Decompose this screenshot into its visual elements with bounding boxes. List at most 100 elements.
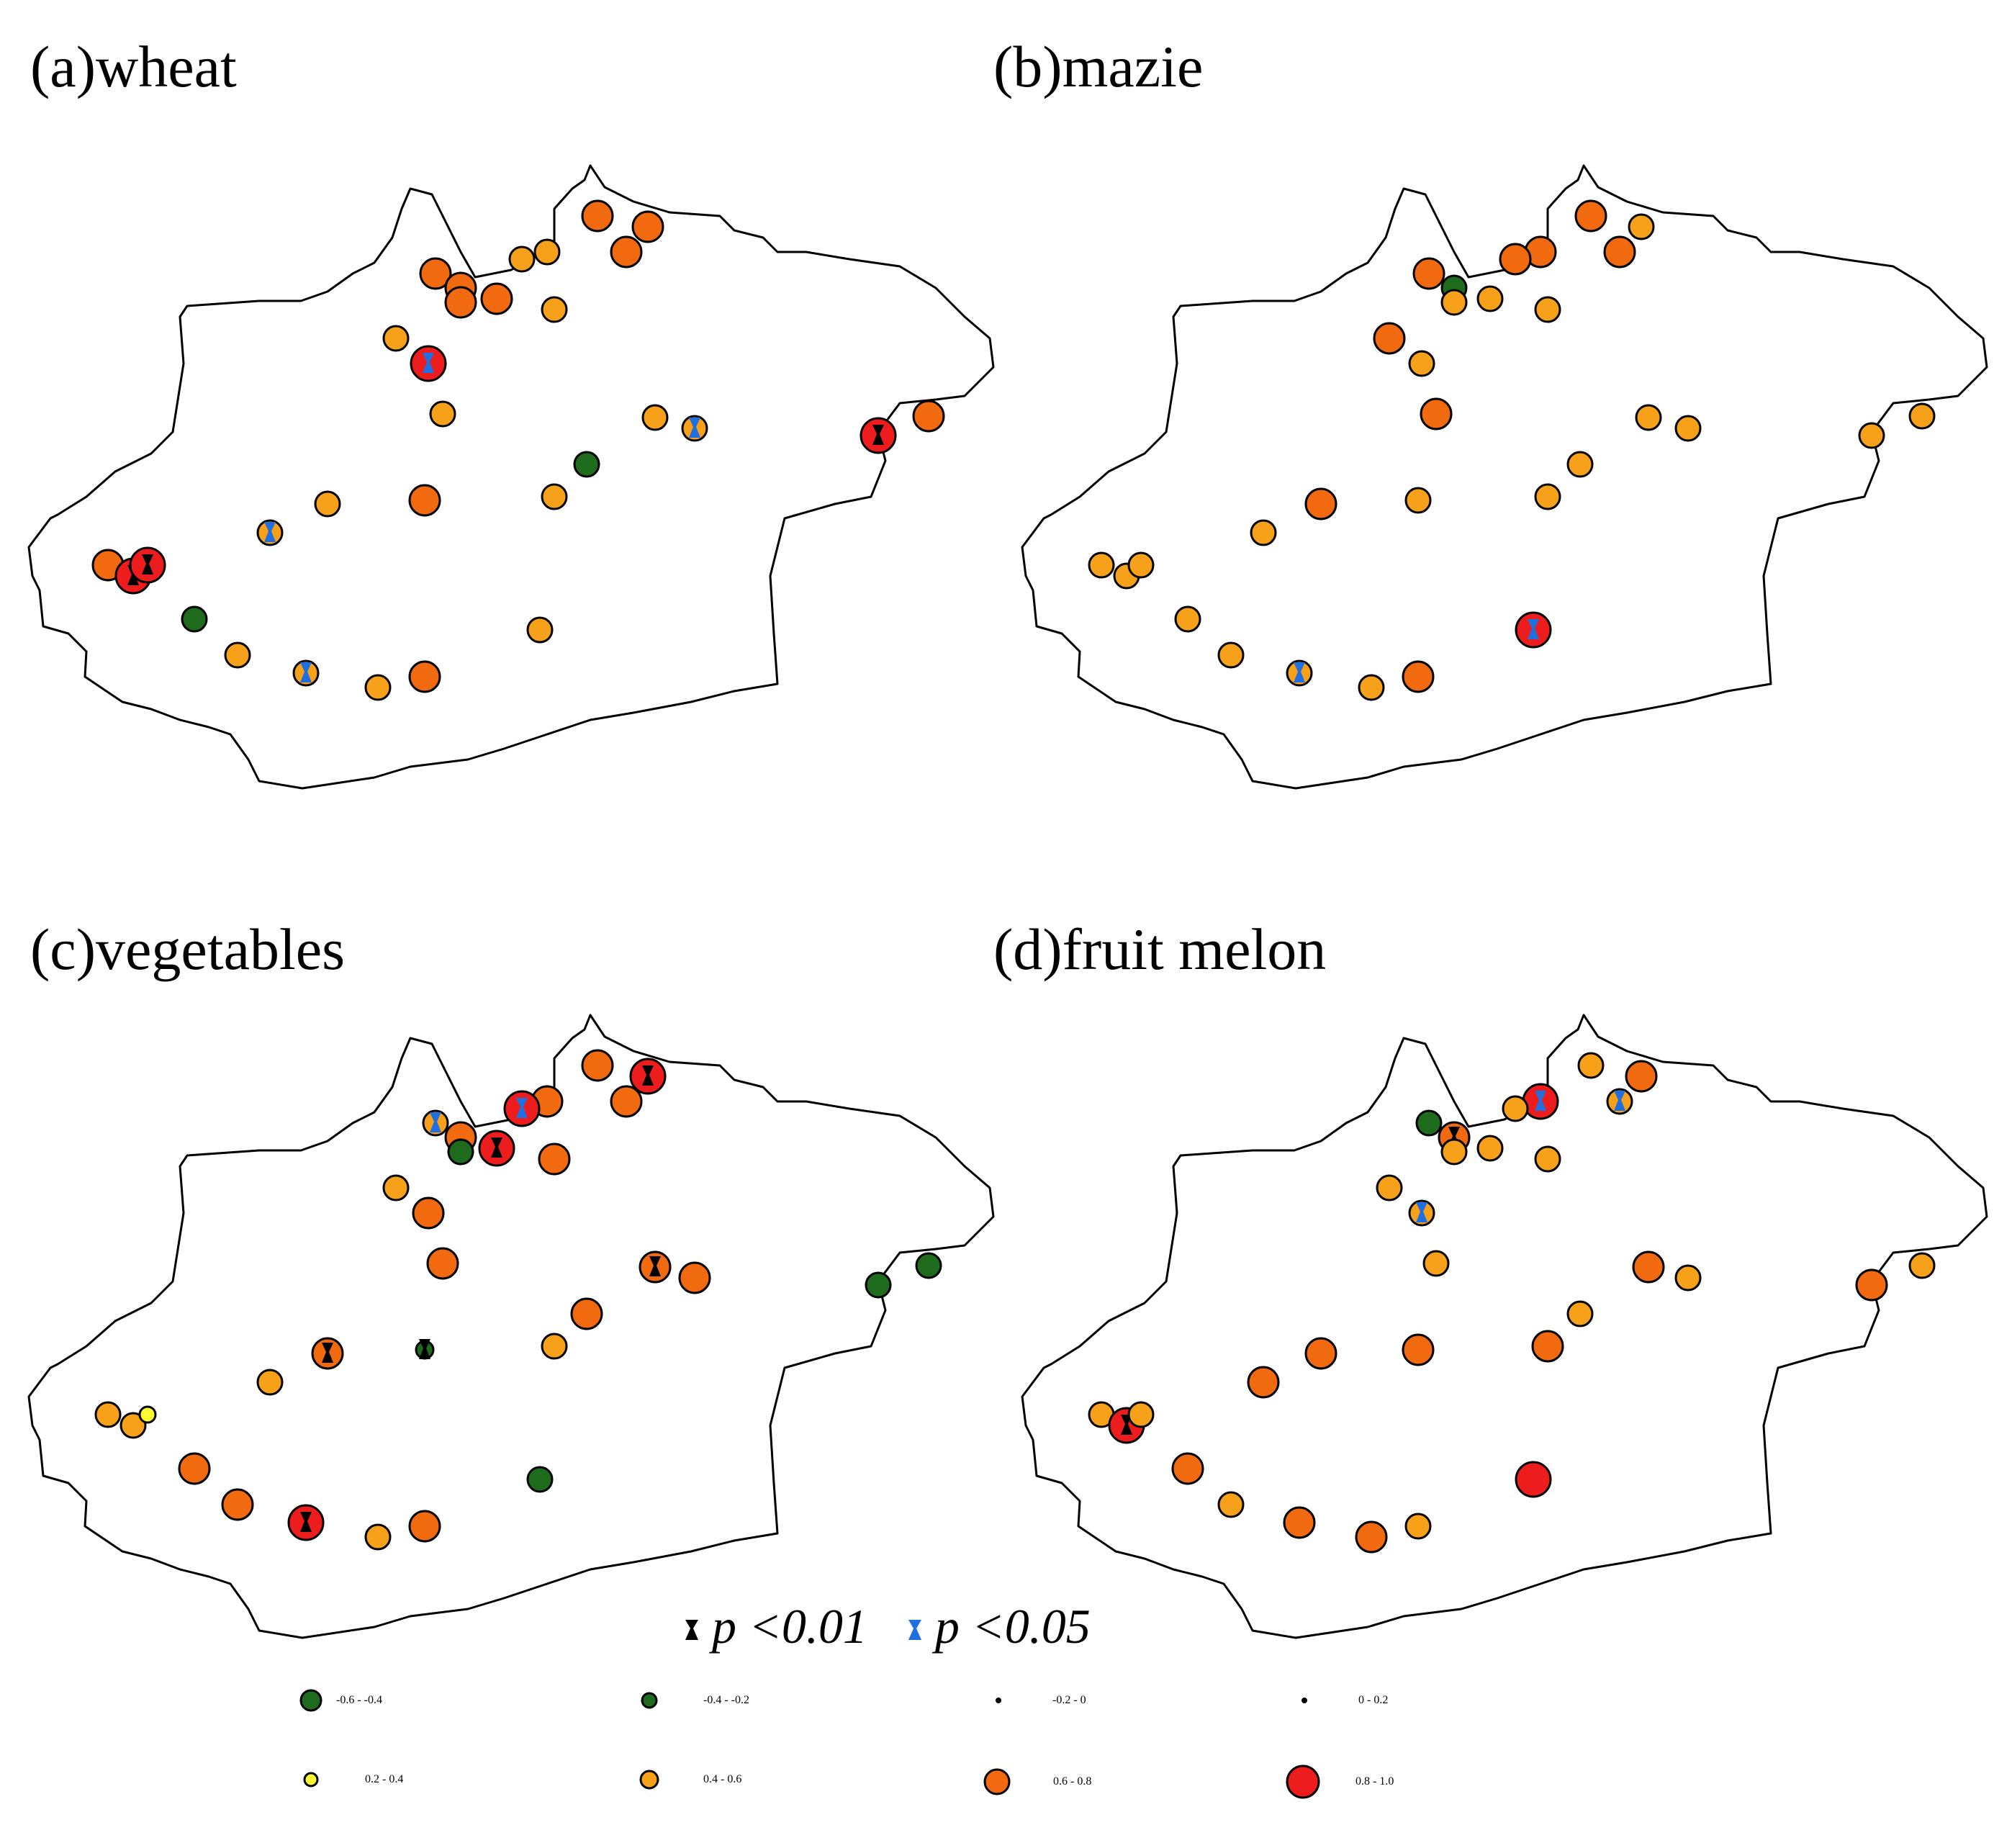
- station-marker: [610, 1085, 643, 1118]
- p001-marker-icon: [685, 1620, 698, 1641]
- region-outline: [27, 1014, 995, 1639]
- p005-marker: [516, 1098, 528, 1118]
- p005-marker: [1416, 1202, 1427, 1222]
- station-marker: [221, 1488, 254, 1521]
- station-marker: [178, 1452, 211, 1485]
- station-marker: [1908, 402, 1936, 430]
- legend-dot-icon: [299, 1689, 322, 1712]
- sig-legend-p001: p <0.01: [684, 1602, 867, 1651]
- station-marker: [573, 451, 600, 478]
- p001-marker: [419, 1339, 430, 1359]
- station-marker: [1217, 641, 1245, 669]
- station-marker: [444, 286, 477, 319]
- station-marker: [1174, 605, 1201, 633]
- station-marker: [1422, 1250, 1450, 1277]
- station-marker: [631, 210, 664, 243]
- station-marker: [1674, 415, 1702, 442]
- station-marker: [533, 238, 561, 266]
- map-b: [1021, 164, 1988, 790]
- station-marker: [382, 325, 410, 352]
- legend-item-06: 0.6 - 0.8: [983, 1767, 1091, 1796]
- station-marker: [426, 1247, 459, 1280]
- station-marker: [447, 1138, 474, 1166]
- station-marker: [1127, 1401, 1155, 1428]
- p005-marker-icon: [908, 1620, 921, 1641]
- station-marker: [526, 616, 554, 644]
- station-marker: [1415, 1109, 1443, 1137]
- station-marker: [1534, 1145, 1561, 1173]
- station-marker: [641, 404, 669, 431]
- legend-dot-icon: [1286, 1764, 1320, 1799]
- station-marker: [1088, 551, 1115, 579]
- station-marker: [865, 1271, 892, 1299]
- station-marker: [1577, 1052, 1605, 1079]
- station-marker: [581, 1049, 614, 1082]
- station-marker: [408, 1510, 441, 1543]
- station-marker: [419, 257, 452, 290]
- station-marker: [541, 483, 568, 510]
- legend-dot-icon: [639, 1770, 659, 1790]
- p001-marker: [649, 1256, 661, 1276]
- station-marker: [541, 1333, 568, 1360]
- p005-marker: [1528, 619, 1539, 639]
- p001-marker: [642, 1065, 654, 1086]
- station-marker: [1408, 350, 1435, 377]
- station-marker: [1376, 1174, 1403, 1202]
- station-marker: [610, 235, 643, 269]
- p001-marker: [142, 554, 153, 574]
- station-marker: [1283, 1506, 1316, 1539]
- station-marker: [678, 1261, 711, 1294]
- station-marker: [1402, 1333, 1435, 1366]
- station-marker: [1603, 235, 1636, 269]
- station-marker: [1499, 243, 1532, 276]
- station-marker: [1515, 1461, 1552, 1498]
- station-marker: [1566, 1300, 1594, 1328]
- station-marker: [408, 660, 441, 693]
- station-marker: [1632, 1250, 1665, 1284]
- station-marker: [1531, 1330, 1564, 1363]
- station-marker: [364, 674, 392, 701]
- sig-legend-p005: p <0.05: [907, 1602, 1091, 1651]
- p005-marker: [1294, 662, 1305, 682]
- station-marker: [408, 484, 441, 517]
- station-marker: [1534, 296, 1561, 323]
- legend-dot-icon: [1302, 1698, 1307, 1703]
- p005-marker: [264, 522, 276, 542]
- p005-marker: [1535, 1091, 1546, 1111]
- station-marker: [1217, 1491, 1245, 1518]
- legend-item-0: 0 - 0.2: [1292, 1688, 1388, 1713]
- station-marker: [1855, 1268, 1888, 1302]
- map-a: [27, 164, 995, 790]
- station-marker: [1440, 1138, 1468, 1166]
- station-marker: [581, 199, 614, 233]
- station-marker: [181, 605, 208, 633]
- station-marker: [570, 1297, 603, 1330]
- station-marker: [1358, 674, 1385, 701]
- station-marker: [1250, 519, 1277, 546]
- station-marker: [94, 1401, 122, 1428]
- legend-item-08: 0.8 - 1.0: [1285, 1764, 1394, 1800]
- station-marker: [1171, 1452, 1204, 1485]
- legend-item-02: 0.2 - 0.4: [299, 1767, 403, 1792]
- station-marker: [912, 400, 945, 433]
- legend-dot-icon: [303, 1772, 319, 1788]
- station-marker: [1420, 397, 1453, 431]
- station-marker: [119, 1412, 147, 1439]
- legend-item-neg02: -0.2 - 0: [986, 1688, 1086, 1713]
- map-d: [1021, 1014, 1988, 1639]
- panel-title-b: (b)mazie: [993, 34, 1204, 99]
- station-marker: [1412, 257, 1445, 290]
- station-marker: [1304, 487, 1337, 520]
- station-marker: [1625, 1060, 1658, 1093]
- station-marker: [1476, 285, 1504, 312]
- station-marker: [1127, 551, 1155, 579]
- station-marker: [1502, 1095, 1529, 1122]
- station-marker: [526, 1466, 554, 1493]
- p001-marker: [491, 1137, 502, 1158]
- p001-marker: [322, 1343, 333, 1363]
- station-marker: [508, 245, 536, 273]
- map-c: [27, 1014, 995, 1639]
- station-marker: [1404, 1513, 1432, 1540]
- station-marker: [364, 1523, 392, 1551]
- station-marker: [1440, 289, 1468, 316]
